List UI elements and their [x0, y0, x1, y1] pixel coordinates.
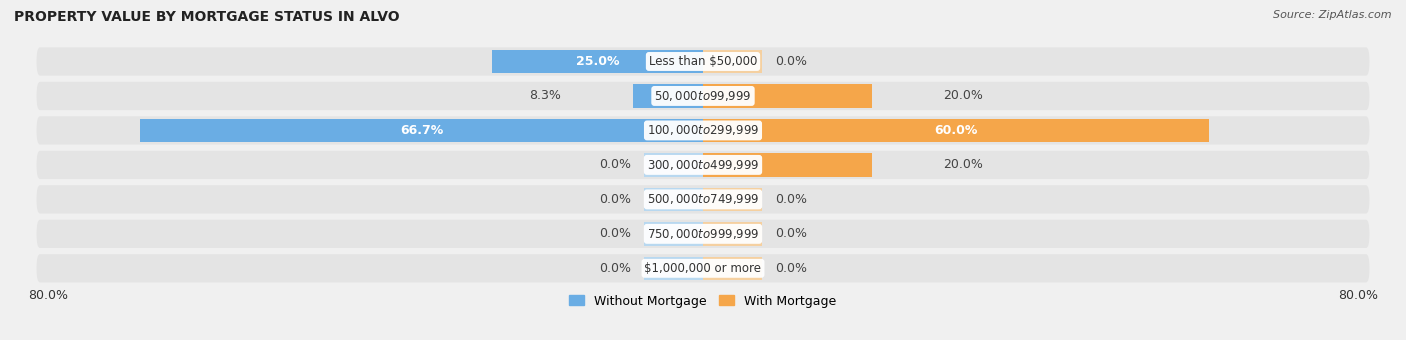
- Bar: [703, 188, 762, 211]
- Bar: [141, 119, 703, 142]
- Text: 60.0%: 60.0%: [935, 124, 977, 137]
- Bar: [703, 222, 762, 245]
- Text: $1,000,000 or more: $1,000,000 or more: [644, 262, 762, 275]
- Text: 8.3%: 8.3%: [530, 89, 561, 102]
- Bar: [633, 84, 703, 108]
- Bar: [644, 119, 703, 142]
- Bar: [141, 119, 703, 142]
- Text: 20.0%: 20.0%: [943, 89, 983, 102]
- Text: $500,000 to $749,999: $500,000 to $749,999: [647, 192, 759, 206]
- Text: Source: ZipAtlas.com: Source: ZipAtlas.com: [1274, 10, 1392, 20]
- Text: $300,000 to $499,999: $300,000 to $499,999: [647, 158, 759, 172]
- Bar: [633, 84, 703, 108]
- Bar: [492, 50, 703, 73]
- FancyBboxPatch shape: [37, 151, 1369, 179]
- Text: 80.0%: 80.0%: [1339, 289, 1378, 302]
- Text: 0.0%: 0.0%: [775, 55, 807, 68]
- Text: 0.0%: 0.0%: [599, 193, 631, 206]
- Text: Less than $50,000: Less than $50,000: [648, 55, 758, 68]
- Bar: [644, 153, 703, 176]
- FancyBboxPatch shape: [37, 116, 1369, 144]
- FancyBboxPatch shape: [37, 82, 1369, 110]
- Bar: [703, 153, 762, 176]
- FancyBboxPatch shape: [37, 47, 1369, 75]
- Bar: [644, 222, 703, 245]
- Text: 0.0%: 0.0%: [775, 262, 807, 275]
- Text: 0.0%: 0.0%: [599, 262, 631, 275]
- Bar: [644, 257, 703, 280]
- Bar: [703, 153, 872, 176]
- Text: $100,000 to $299,999: $100,000 to $299,999: [647, 123, 759, 137]
- Text: 80.0%: 80.0%: [28, 289, 67, 302]
- Text: 0.0%: 0.0%: [599, 158, 631, 171]
- Text: 20.0%: 20.0%: [943, 158, 983, 171]
- Text: PROPERTY VALUE BY MORTGAGE STATUS IN ALVO: PROPERTY VALUE BY MORTGAGE STATUS IN ALV…: [14, 10, 399, 24]
- Text: 0.0%: 0.0%: [599, 227, 631, 240]
- Bar: [703, 84, 872, 108]
- Text: $50,000 to $99,999: $50,000 to $99,999: [654, 89, 752, 103]
- Text: 0.0%: 0.0%: [775, 227, 807, 240]
- Legend: Without Mortgage, With Mortgage: Without Mortgage, With Mortgage: [564, 290, 842, 312]
- Bar: [703, 257, 762, 280]
- FancyBboxPatch shape: [37, 254, 1369, 283]
- Text: 66.7%: 66.7%: [401, 124, 443, 137]
- FancyBboxPatch shape: [37, 185, 1369, 214]
- Bar: [644, 188, 703, 211]
- Bar: [492, 50, 703, 73]
- Bar: [703, 119, 762, 142]
- Bar: [703, 119, 1209, 142]
- Bar: [703, 84, 762, 108]
- Text: 0.0%: 0.0%: [775, 193, 807, 206]
- Bar: [644, 84, 703, 108]
- FancyBboxPatch shape: [37, 220, 1369, 248]
- Bar: [703, 50, 762, 73]
- Text: $750,000 to $999,999: $750,000 to $999,999: [647, 227, 759, 241]
- Bar: [644, 50, 703, 73]
- Text: 25.0%: 25.0%: [576, 55, 619, 68]
